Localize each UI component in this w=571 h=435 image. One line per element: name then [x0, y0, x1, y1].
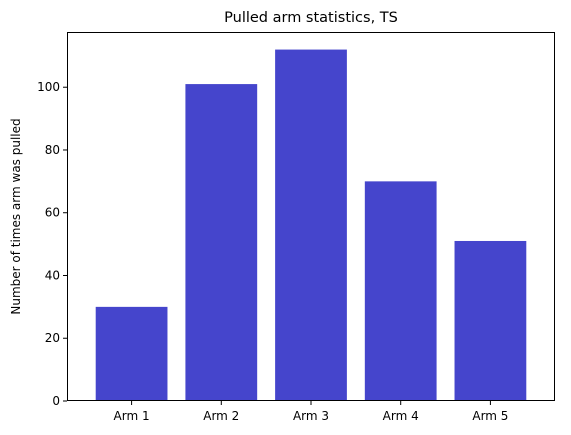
bar-arm-5 [454, 240, 527, 401]
y-tick-label: 80 [45, 143, 60, 157]
y-tick-label: 40 [45, 268, 60, 282]
bar-arm-2 [185, 84, 258, 401]
chart-title: Pulled arm statistics, TS [224, 10, 398, 26]
y-tick-label: 100 [37, 80, 60, 94]
plot-area-frame [67, 32, 555, 401]
y-axis-ticks: 0 20 40 60 80 100 [37, 80, 67, 408]
x-tick-label: Arm 4 [383, 409, 419, 423]
y-axis-label: Number of times arm was pulled [9, 118, 23, 314]
y-tick-label: 60 [45, 206, 60, 220]
bar-arm-4 [364, 181, 437, 401]
x-axis-ticks: Arm 1 Arm 2 Arm 3 Arm 4 Arm 5 [114, 401, 508, 423]
x-tick-label: Arm 3 [293, 409, 329, 423]
bars-group [95, 49, 527, 401]
y-tick-label: 0 [52, 394, 60, 408]
x-tick-label: Arm 1 [114, 409, 150, 423]
x-tick-label: Arm 5 [472, 409, 508, 423]
y-tick-label: 20 [45, 331, 60, 345]
bar-arm-3 [275, 49, 347, 401]
x-tick-label: Arm 2 [203, 409, 239, 423]
bar-arm-1 [95, 306, 168, 401]
